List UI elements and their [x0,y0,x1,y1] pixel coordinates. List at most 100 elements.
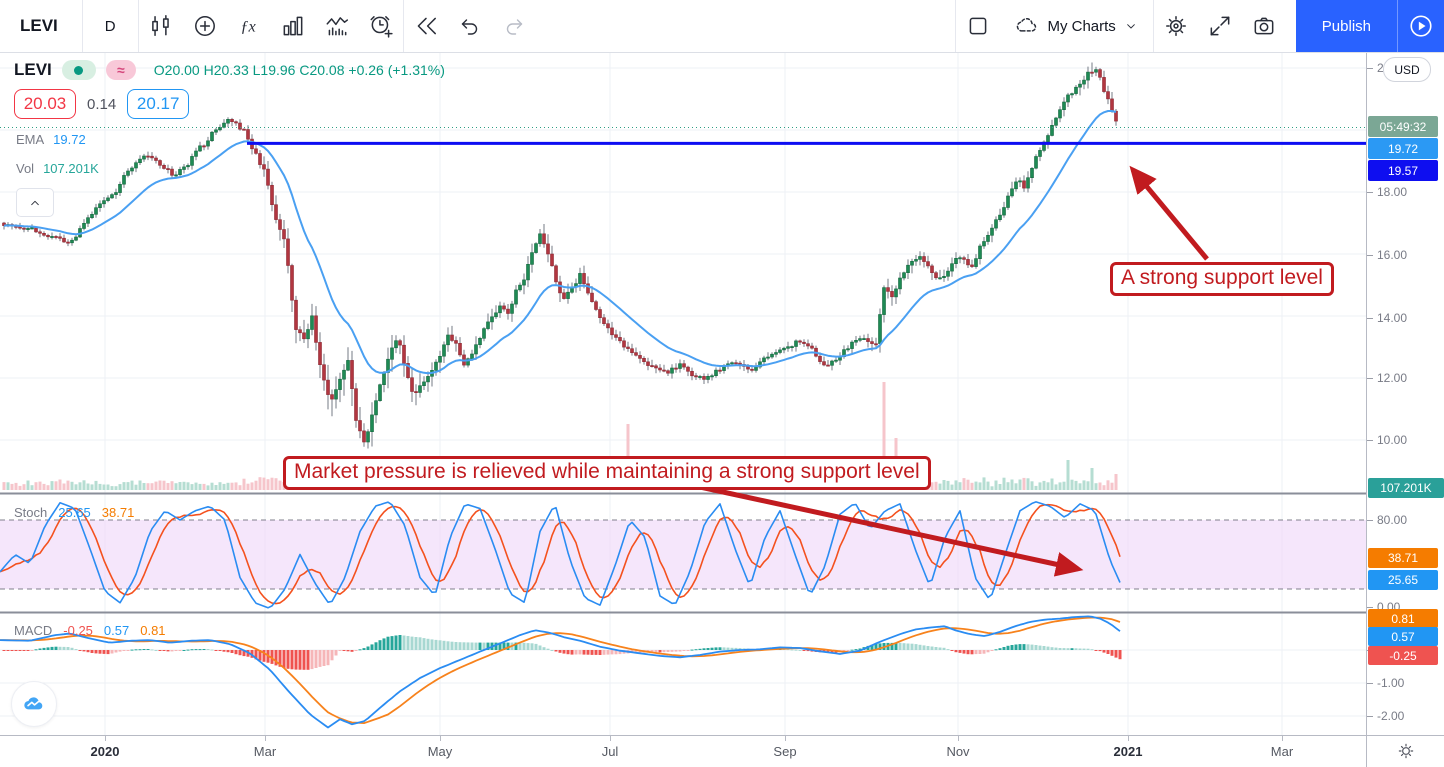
time-tick-mark [958,736,959,741]
stoch-legend[interactable]: Stoch 25.65 38.71 [14,505,134,520]
time-tick-mark [265,736,266,741]
indicator-templates-icon[interactable] [271,7,315,45]
redo-icon[interactable] [492,7,536,45]
time-tick-mark [105,736,106,741]
divider [955,0,957,52]
axis-value-label: 0.81 [1368,609,1438,628]
publish-menu-button[interactable] [1398,13,1444,39]
price-tick-label: 80.00 [1377,513,1408,527]
divider [137,0,139,52]
annotation-arrow[interactable] [699,484,1084,577]
macd-line-value: 0.57 [103,623,130,638]
publish-button[interactable]: Publish [1321,17,1371,35]
ideas-cloud-icon [24,697,43,710]
time-tick-label: Nov [946,744,970,759]
divider [81,0,83,52]
macd-legend[interactable]: MACD -0.25 0.57 0.81 [14,623,166,638]
spread-value: 0.14 [87,95,117,113]
ideas-stream-button[interactable] [11,681,57,727]
stoch-k-line [0,501,1121,609]
toolbar-right: My Charts Publish [955,0,1444,52]
axis-value-label: 38.71 [1368,548,1438,568]
macd-signal-line [0,616,1121,724]
divider [1397,0,1398,52]
compare-add-icon[interactable] [183,7,227,45]
price-tick-label: 14.00 [1377,311,1408,325]
price-tick-label: -1.00 [1377,676,1405,690]
bid-button[interactable]: 20.03 [14,89,76,119]
top-toolbar: LEVI D ƒx [0,0,1444,53]
snapshot-camera-icon[interactable] [1242,7,1286,45]
delayed-data-badge[interactable]: ≈ [105,60,136,80]
price-axis[interactable]: 22.0018.0016.0014.0012.0010.0080.000.000… [1366,53,1444,735]
alert-clock-icon[interactable] [359,7,403,45]
axis-settings-corner[interactable] [1366,735,1444,767]
svg-text:ƒx: ƒx [240,17,256,35]
legend-symbol[interactable]: LEVI [14,60,52,79]
macd-signal-value: 0.81 [140,623,166,638]
ema-label: EMA [16,132,45,147]
price-tick-mark [1367,607,1373,608]
chart-style-candles-icon[interactable] [139,7,183,45]
time-tick-mark [1282,736,1283,741]
time-tick-label: 2021 [1113,744,1143,759]
status-dot-icon [74,65,84,75]
macd-label: MACD [14,623,53,638]
ask-button[interactable]: 20.17 [127,89,190,119]
time-tick-mark [785,736,786,741]
ema-value: 19.72 [53,132,86,147]
collapse-legend-button[interactable] [16,188,54,217]
stoch-d-value: 38.71 [101,505,135,520]
time-tick-label: 2020 [90,744,120,759]
publish-block: Publish [1295,0,1444,52]
volume-legend[interactable]: Vol 107.201K [16,161,99,176]
price-tick-mark [1367,520,1373,521]
fullscreen-icon[interactable] [1198,7,1242,45]
toolbar-left: LEVI D ƒx [0,0,536,52]
time-axis[interactable]: 2020 Mar May Jul Sep Nov 2021 Mar [0,735,1444,767]
time-tick-mark [610,736,611,741]
bar-replay-icon[interactable] [404,7,448,45]
ema-legend[interactable]: EMA 19.72 [16,132,86,147]
indicators-fx-icon[interactable]: ƒx [227,7,271,45]
time-tick-mark [440,736,441,741]
time-tick-label: May [427,744,453,759]
macd-hist-value: -0.25 [63,623,93,638]
price-tick-label: 10.00 [1377,433,1408,447]
price-tick-mark [1367,440,1373,441]
settings-gear-icon[interactable] [1154,7,1198,45]
currency-toggle[interactable]: USD [1383,57,1431,82]
ema-line [3,110,1117,375]
macd-histogram [2,635,1122,670]
market-status-badge[interactable] [61,60,96,80]
axis-value-label: 107.201K [1368,478,1444,498]
vol-label: Vol [16,161,35,176]
layout-icon[interactable] [956,7,1000,45]
price-tick-label: -2.00 [1377,709,1405,723]
price-tick-mark [1367,255,1373,256]
price-tick-mark [1367,68,1373,69]
chart-canvas[interactable] [0,53,1366,735]
time-tick-label: Mar [1270,744,1294,759]
forecast-icon[interactable] [315,7,359,45]
my-charts-button[interactable]: My Charts [1000,13,1152,39]
annotation-arrow[interactable] [1129,165,1209,261]
play-circle-icon [1410,15,1432,37]
macd-line [0,615,1121,729]
price-tick-label: 18.00 [1377,185,1408,199]
axis-value-label: 25.65 [1368,570,1438,590]
interval-button[interactable]: D [104,17,116,35]
price-tick-mark [1367,192,1373,193]
symbol-legend: LEVI ≈ O20.00 H20.33 L19.96 C20.08 +0.26… [14,60,445,80]
axis-value-label: 0.57 [1368,627,1438,646]
annotation-pressure[interactable]: Market pressure is relieved while mainta… [283,456,931,490]
undo-icon[interactable] [448,7,492,45]
my-charts-label: My Charts [1047,17,1116,35]
time-tick-label: Sep [773,744,797,759]
cloud-icon [1017,18,1037,32]
symbol-button[interactable]: LEVI [20,16,58,35]
price-tick-mark [1367,716,1373,717]
ohlc-values: O20.00 H20.33 L19.96 C20.08 +0.26 (+1.31… [153,62,445,78]
annotation-support[interactable]: A strong support level [1110,262,1334,296]
